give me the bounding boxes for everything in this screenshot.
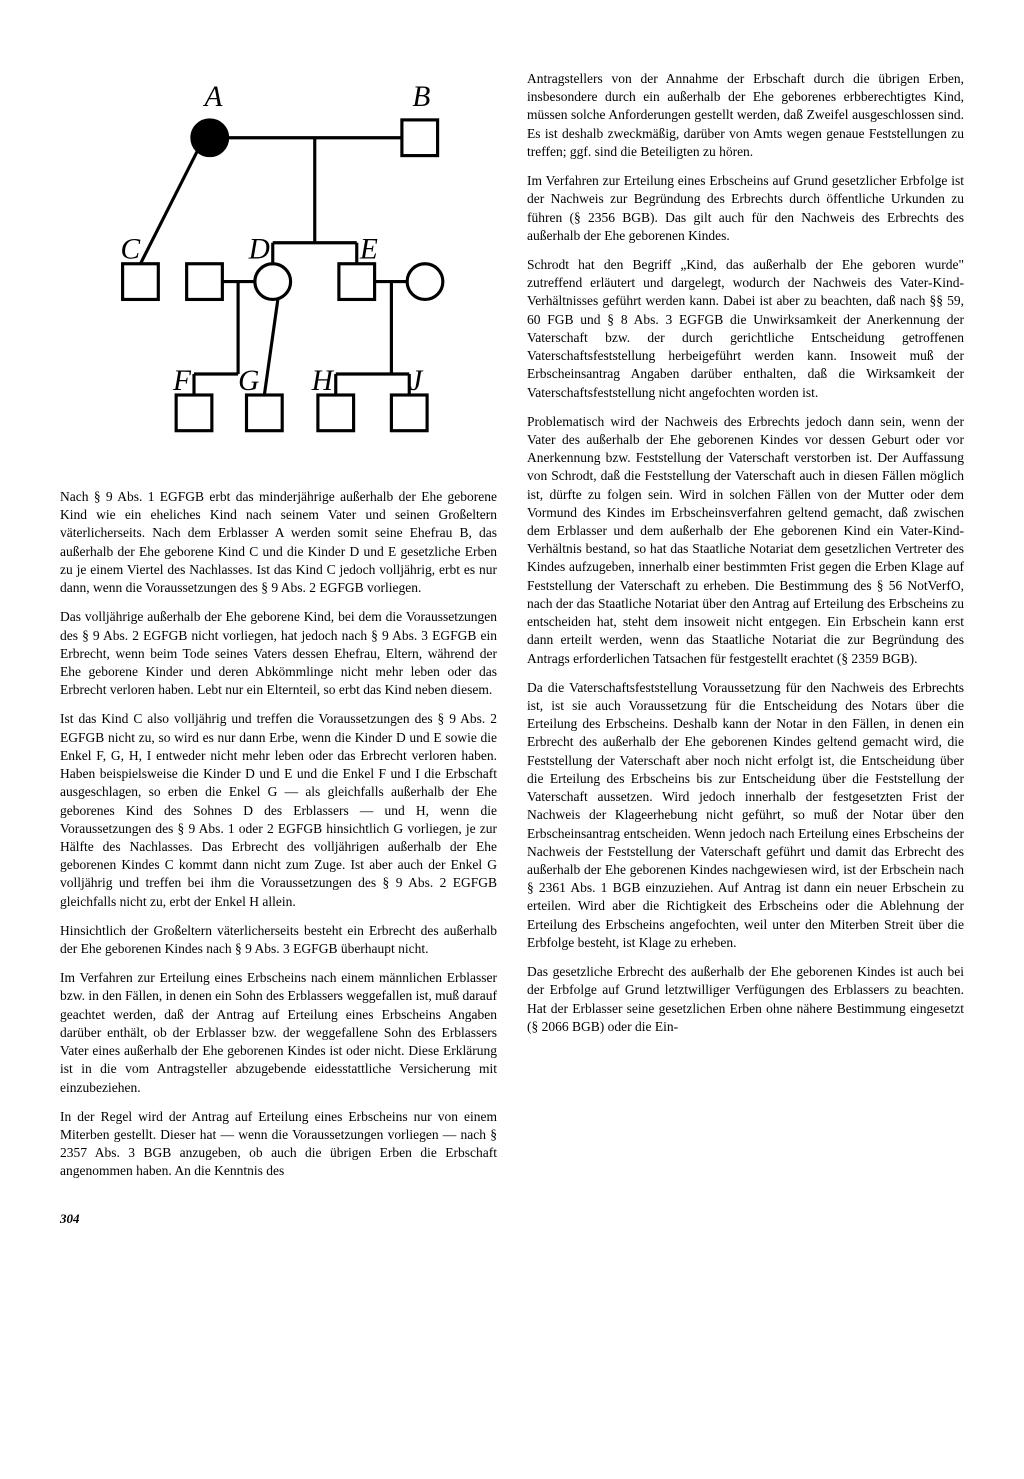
node-c bbox=[123, 264, 159, 300]
left-p4: Hinsichtlich der Großeltern väterlichers… bbox=[60, 922, 497, 958]
node-h bbox=[318, 395, 354, 431]
label-h: H bbox=[311, 365, 335, 397]
label-f: F bbox=[172, 365, 192, 397]
node-d bbox=[255, 264, 291, 300]
node-g bbox=[247, 395, 283, 431]
node-e bbox=[339, 264, 375, 300]
node-e-spouse bbox=[407, 264, 443, 300]
node-d-spouse bbox=[187, 264, 223, 300]
right-p6: Das gesetzliche Erbrecht des außerhalb d… bbox=[527, 963, 964, 1036]
right-p3: Schrodt hat den Begriff „Kind, das außer… bbox=[527, 256, 964, 402]
node-b bbox=[402, 120, 438, 156]
right-column: Antragstellers von der Annahme der Erbsc… bbox=[527, 70, 964, 1227]
left-column: A B bbox=[60, 70, 497, 1227]
page-number: 304 bbox=[60, 1211, 497, 1227]
label-e: E bbox=[359, 234, 378, 266]
label-b: B bbox=[412, 81, 430, 113]
label-c: C bbox=[121, 234, 141, 266]
right-p5: Da die Vaterschaftsfeststellung Vorausse… bbox=[527, 679, 964, 952]
right-p2: Im Verfahren zur Erteilung eines Erbsche… bbox=[527, 172, 964, 245]
node-f bbox=[176, 395, 212, 431]
left-p2: Das volljährige außerhalb der Ehe gebore… bbox=[60, 608, 497, 699]
label-a: A bbox=[203, 81, 224, 113]
label-d: D bbox=[248, 234, 270, 266]
left-p1: Nach § 9 Abs. 1 EGFGB erbt das minderjäh… bbox=[60, 488, 497, 597]
node-a bbox=[192, 120, 228, 156]
label-g: G bbox=[238, 365, 259, 397]
left-p3: Ist das Kind C also volljährig und treff… bbox=[60, 710, 497, 910]
pedigree-diagram: A B bbox=[110, 80, 467, 463]
right-p1: Antragstellers von der Annahme der Erbsc… bbox=[527, 70, 964, 161]
node-j bbox=[391, 395, 427, 431]
right-p4: Problematisch wird der Nachweis des Erbr… bbox=[527, 413, 964, 668]
label-j: J bbox=[409, 365, 424, 397]
left-p6: In der Regel wird der Antrag auf Erteilu… bbox=[60, 1108, 497, 1181]
left-p5: Im Verfahren zur Erteilung eines Erbsche… bbox=[60, 969, 497, 1097]
